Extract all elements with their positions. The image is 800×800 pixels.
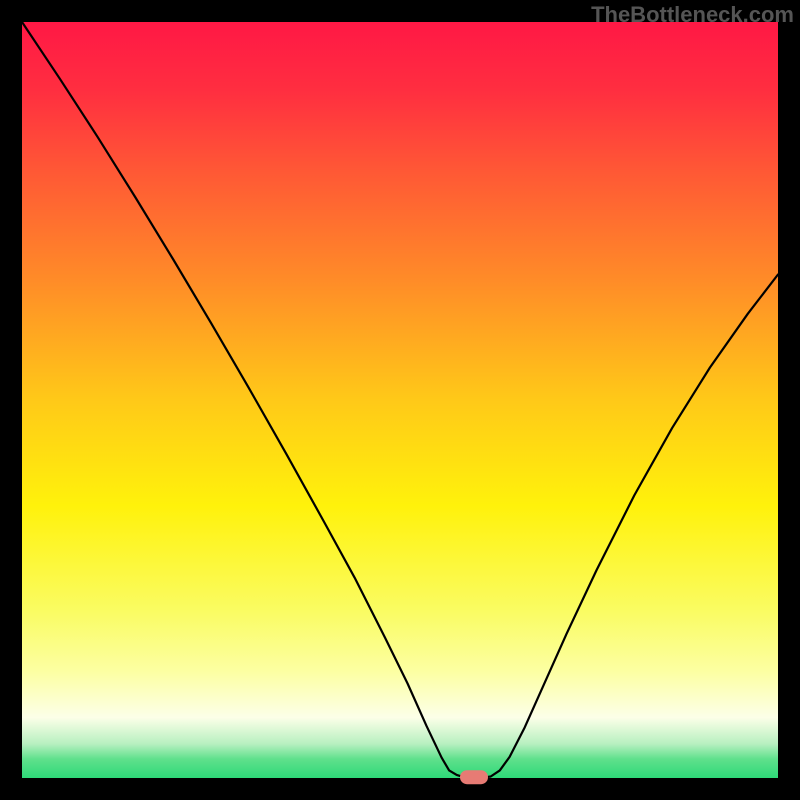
optimal-marker xyxy=(460,770,488,784)
plot-area xyxy=(22,22,778,778)
bottleneck-curve xyxy=(22,22,778,778)
chart-container: TheBottleneck.com xyxy=(0,0,800,800)
watermark-text: TheBottleneck.com xyxy=(591,2,794,28)
